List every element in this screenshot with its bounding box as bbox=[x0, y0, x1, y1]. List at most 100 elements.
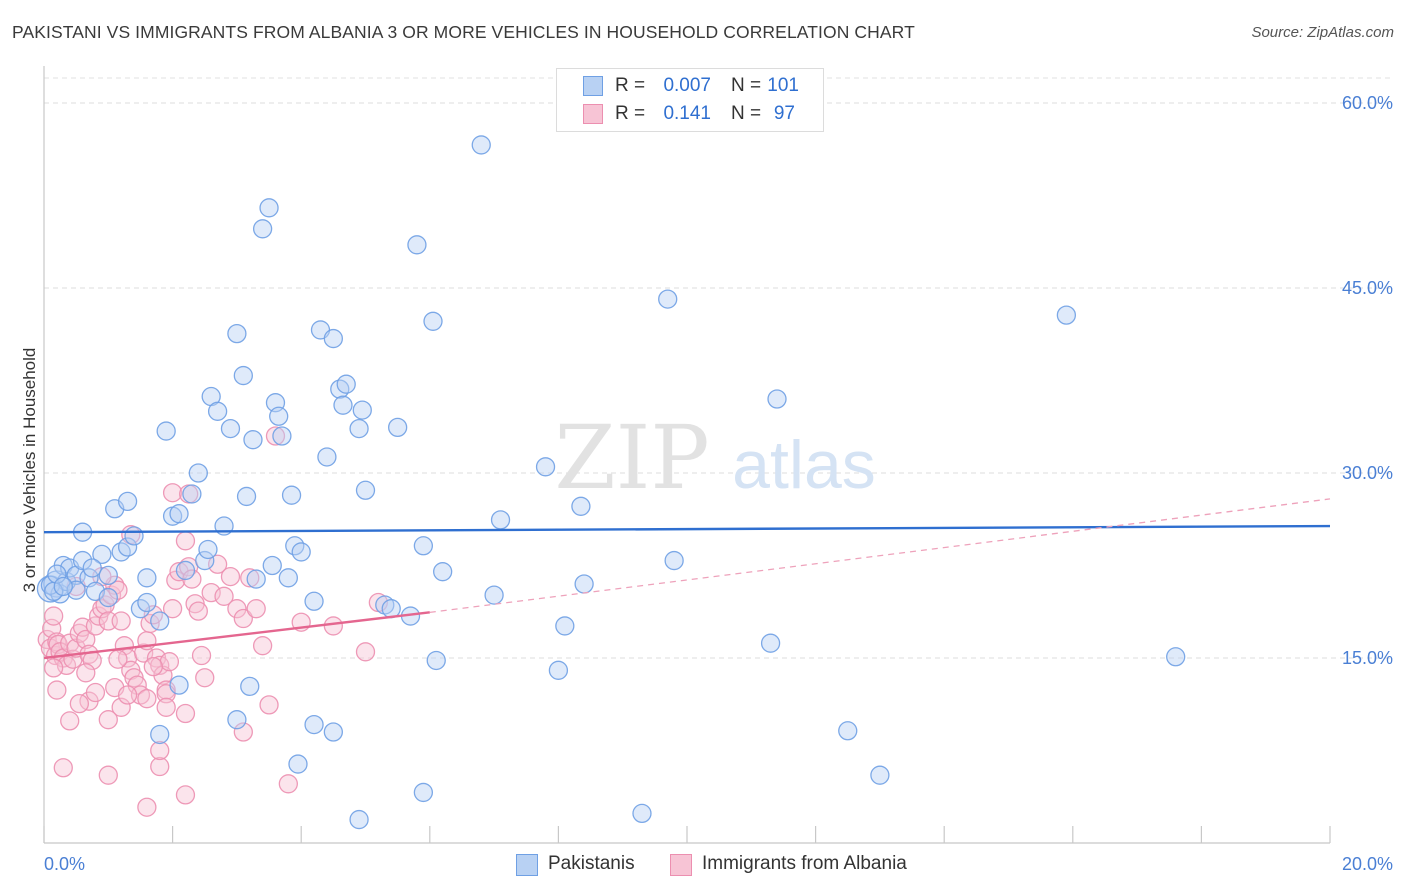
legend: Pakistanis Immigrants from Albania bbox=[0, 852, 1406, 878]
pakistani-point bbox=[349, 418, 369, 439]
albania-point bbox=[108, 649, 128, 669]
albania-point bbox=[150, 740, 170, 761]
pakistani-point bbox=[484, 585, 504, 605]
pakistani-point bbox=[98, 565, 118, 586]
pakistani-point bbox=[381, 599, 401, 619]
pakistani-point bbox=[336, 374, 356, 394]
pakistani-point bbox=[156, 421, 176, 441]
pakistani-point bbox=[291, 542, 311, 562]
pakistani-point bbox=[426, 650, 446, 671]
albania-point bbox=[108, 580, 128, 600]
n-value: 101 bbox=[767, 75, 799, 96]
pakistani-point bbox=[92, 544, 112, 565]
axes bbox=[43, 66, 1331, 844]
legend-swatch-pakistanis bbox=[516, 854, 538, 876]
pakistani-point bbox=[169, 504, 189, 524]
albania-point bbox=[156, 697, 176, 717]
pakistani-point bbox=[182, 484, 202, 504]
pakistani-point bbox=[259, 198, 279, 218]
pakistani-point bbox=[658, 289, 678, 309]
albania-point bbox=[323, 616, 344, 636]
y-tick-label: 15.0% bbox=[1342, 648, 1393, 668]
albania-trend-extension bbox=[429, 498, 1331, 614]
albania-point bbox=[265, 426, 286, 446]
pakistani-point bbox=[150, 611, 170, 631]
pakistani-point bbox=[53, 576, 73, 597]
albania-point bbox=[137, 797, 157, 817]
pakistani-point bbox=[838, 721, 858, 741]
pakistani-point bbox=[288, 754, 308, 774]
pakistani-point bbox=[252, 219, 273, 239]
pakistani-point bbox=[233, 365, 253, 386]
legend-swatch-albania bbox=[670, 854, 692, 876]
x-tick-label: 20.0% bbox=[1342, 854, 1393, 874]
pakistani-point bbox=[471, 135, 491, 155]
pakistani-point bbox=[124, 526, 144, 546]
albania-point bbox=[98, 710, 118, 730]
albania-point bbox=[43, 606, 64, 626]
pakistani-point bbox=[198, 539, 218, 560]
series-pakistani-points bbox=[36, 135, 1186, 830]
pakistani-point bbox=[188, 463, 208, 483]
pakistani-point bbox=[333, 395, 353, 415]
pakistani-point bbox=[304, 714, 324, 735]
r-label: R = bbox=[615, 103, 646, 124]
y-tick-label: 30.0% bbox=[1342, 463, 1393, 483]
x-tick-label: 0.0% bbox=[44, 854, 85, 874]
chart-title: PAKISTANI VS IMMIGRANTS FROM ALBANIA 3 O… bbox=[12, 22, 915, 42]
pakistani-point bbox=[240, 676, 260, 697]
pakistani-point bbox=[767, 389, 787, 409]
pakistani-point bbox=[137, 592, 157, 613]
watermark: ZIP atlas bbox=[554, 406, 875, 509]
pakistani-point bbox=[175, 560, 196, 581]
pakistani-point bbox=[246, 569, 266, 589]
pakistani-point bbox=[278, 568, 298, 588]
albania-point bbox=[111, 697, 131, 717]
albania-point bbox=[252, 636, 273, 656]
stats-row-pakistani: R = 0.007 N = 101 bbox=[557, 72, 823, 100]
pakistani-swatch bbox=[583, 76, 603, 96]
pakistani-point bbox=[195, 550, 215, 571]
albania-swatch bbox=[583, 104, 603, 124]
albania-point bbox=[240, 568, 260, 588]
pakistani-point bbox=[664, 550, 684, 571]
pakistani-point bbox=[1166, 647, 1186, 667]
albania-point bbox=[137, 689, 157, 709]
pakistani-point bbox=[227, 710, 247, 730]
pakistani-point bbox=[349, 809, 369, 830]
pakistani-point bbox=[323, 722, 344, 742]
albania-point bbox=[355, 642, 376, 662]
albania-point bbox=[227, 599, 247, 619]
albania-point bbox=[233, 722, 253, 742]
trend-lines bbox=[43, 498, 1331, 660]
pakistani-point bbox=[355, 480, 376, 500]
pakistani-point bbox=[632, 803, 652, 824]
r-value: 0.141 bbox=[663, 103, 711, 124]
albania-point bbox=[188, 601, 208, 621]
albania-point bbox=[117, 685, 138, 705]
n-label: N = bbox=[731, 75, 762, 96]
pakistani-point bbox=[555, 616, 575, 636]
pakistani-point bbox=[413, 536, 434, 556]
legend-label: Pakistanis bbox=[548, 853, 635, 874]
pakistani-point bbox=[423, 311, 443, 331]
pakistani-point bbox=[236, 486, 257, 507]
albania-point bbox=[195, 668, 215, 688]
pakistani-point bbox=[169, 675, 189, 695]
pakistani-point bbox=[117, 537, 138, 557]
pakistani-point bbox=[413, 782, 434, 803]
pakistani-point bbox=[490, 510, 511, 530]
pakistani-trend-line bbox=[43, 524, 1331, 534]
pakistani-point bbox=[548, 660, 569, 680]
pakistani-point bbox=[262, 555, 282, 576]
pakistani-point bbox=[323, 328, 344, 349]
albania-point bbox=[191, 645, 212, 666]
r-value: 0.007 bbox=[663, 75, 711, 96]
pakistani-point bbox=[281, 485, 302, 505]
pakistani-point bbox=[387, 417, 408, 438]
tick-labels: 15.0% 30.0% 45.0% 60.0% 0.0% 20.0% bbox=[44, 93, 1393, 874]
albania-point bbox=[162, 599, 183, 619]
pakistani-point bbox=[137, 568, 157, 588]
albania-point bbox=[246, 599, 266, 619]
